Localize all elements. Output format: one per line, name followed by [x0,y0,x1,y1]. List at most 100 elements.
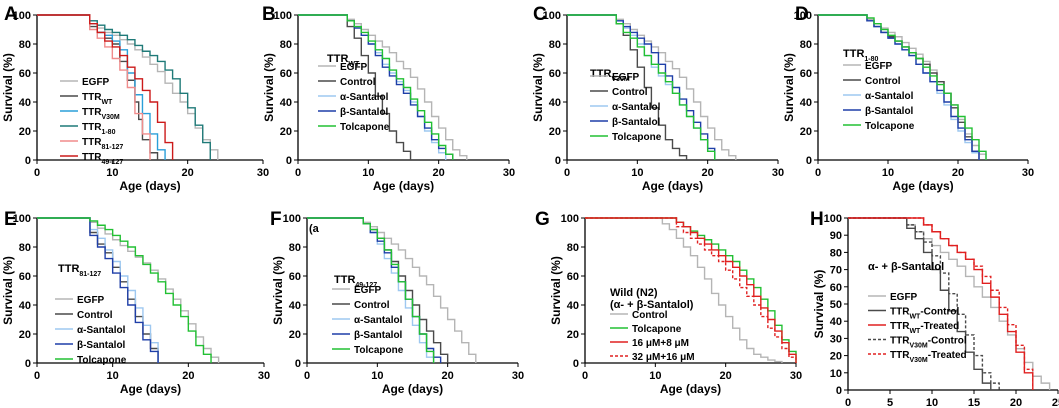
y-axis-label: Survival (%) [782,53,796,122]
x-tick-label: 20 [720,370,732,382]
y-tick-label: 90 [830,230,842,242]
legend-label-suffix: -Treated [920,321,959,332]
legend-label-suffix: -Control [928,336,967,347]
x-tick-label: 20 [1010,397,1022,408]
series-line-1 [307,217,477,363]
y-axis-label: Survival (%) [1,256,15,325]
legend-label: TTRWT-Control [890,307,959,321]
y-tick-label: 60 [280,68,292,80]
series-line-4 [818,14,980,160]
y-tick-label: 20 [19,329,31,341]
series-line-1 [567,14,737,160]
legend-label: Control [77,310,113,321]
chart-panel-C: C 0 20 40 60 80 100 0 10 20 30 Age (days) Survival (… [531,4,784,193]
x-tick-label: 0 [845,397,851,408]
legend-label: β-Santalol [340,107,389,118]
series-line-2 [298,14,412,160]
y-tick-label: 100 [561,213,579,225]
legend-label-sub: V30M [909,357,927,364]
y-tick-label: 20 [800,126,812,138]
x-tick-label: 10 [631,167,643,179]
plot-title-secondary: (α- + β-Santalol) [610,299,694,311]
legend-label: Control [632,310,668,321]
y-axis-label: Survival (%) [262,53,276,122]
x-tick-label: 10 [106,167,118,179]
legend-label: β-Santalol [77,340,126,351]
y-tick-label: 80 [289,242,301,254]
y-tick-label: 40 [567,300,579,312]
x-tick-label: 30 [503,167,515,179]
corner-note: (a [309,223,320,235]
y-tick-label: 100 [13,213,31,225]
y-tick-label: 40 [800,97,812,109]
y-tick-label: 20 [280,126,292,138]
series-line-5 [37,217,212,363]
y-tick-label: 20 [567,329,579,341]
chart-panel-A: A 0 20 40 60 80 100 0 10 20 30 Age (days) Survival (… [1,4,269,193]
x-tick-label: 10 [371,370,383,382]
x-tick-label: 10 [362,167,374,179]
series-line-3 [37,217,159,363]
series-line-4 [298,14,454,160]
series-line-2 [37,14,159,160]
chart-panel-D: D 0 20 40 60 80 100 0 10 20 30 Age (days) Survival (… [782,4,1034,193]
y-axis-label: Survival (%) [271,256,285,325]
y-tick-label: 0 [806,155,812,167]
y-tick-label: 20 [549,126,561,138]
plot-title-sub: 81-127 [79,271,101,278]
y-tick-label: 80 [800,39,812,51]
series-line-4 [585,217,797,363]
x-axis-label: Age (days) [642,179,703,193]
series-line-4 [37,217,159,363]
chart-panel-F: F 0 20 40 60 80 100 0 10 20 30 Age (days) Survival (… [270,209,524,396]
x-axis-label: Age (days) [382,382,443,396]
series-line-1 [298,14,468,160]
y-tick-label: 100 [13,10,31,22]
legend-label-sub: V30M [101,114,119,121]
legend-label: TTRV30M [82,107,120,121]
legend-label: 32 μM+16 μM [632,352,695,363]
x-tick-label: 30 [257,167,269,179]
y-tick-label: 60 [800,68,812,80]
plot-title: TTR81-127 [58,263,101,278]
plot-title-sub: 49-127 [355,282,377,289]
y-tick-label: 60 [549,68,561,80]
series-line-5 [307,217,435,363]
x-tick-label: 20 [433,167,445,179]
y-axis-label: Survival (%) [549,256,563,325]
series-line-5 [37,14,151,160]
x-tick-label: 10 [649,370,661,382]
series-line-5 [818,14,987,160]
legend-label-sub: 49-127 [101,159,123,166]
legend-label: Tolcapone [340,122,390,133]
legend-label: EGFP [77,295,105,306]
y-tick-label: 40 [19,97,31,109]
y-tick-label: 50 [830,299,842,311]
panel-label: G [535,209,550,230]
x-tick-label: 30 [1022,167,1034,179]
y-tick-label: 0 [25,155,31,167]
legend-label-sub: WT [101,99,113,106]
legend-label: Tolcapone [612,132,662,143]
legend-label-suffix: -Treated [928,350,967,361]
chart-panel-B: B 0 20 40 60 80 100 0 10 20 30 Age (days) Survival (… [262,4,515,193]
y-tick-label: 80 [280,39,292,51]
series-line-1 [585,217,783,363]
y-tick-label: 20 [19,126,31,138]
y-tick-label: 40 [549,97,561,109]
panel-label: D [795,4,809,25]
x-tick-label: 0 [815,167,821,179]
x-tick-label: 20 [182,167,194,179]
y-tick-label: 40 [280,97,292,109]
x-tick-label: 30 [790,370,802,382]
legend-label: Tolcapone [77,355,127,366]
legend-label: Tolcapone [354,345,404,356]
series-line-3 [848,217,1034,390]
y-tick-label: 0 [25,358,31,370]
x-tick-label: 20 [702,167,714,179]
legend-label: EGFP [340,62,368,73]
x-tick-label: 5 [887,397,893,408]
y-tick-label: 0 [286,155,292,167]
y-axis-label: Survival (%) [531,53,545,122]
y-tick-label: 20 [289,329,301,341]
